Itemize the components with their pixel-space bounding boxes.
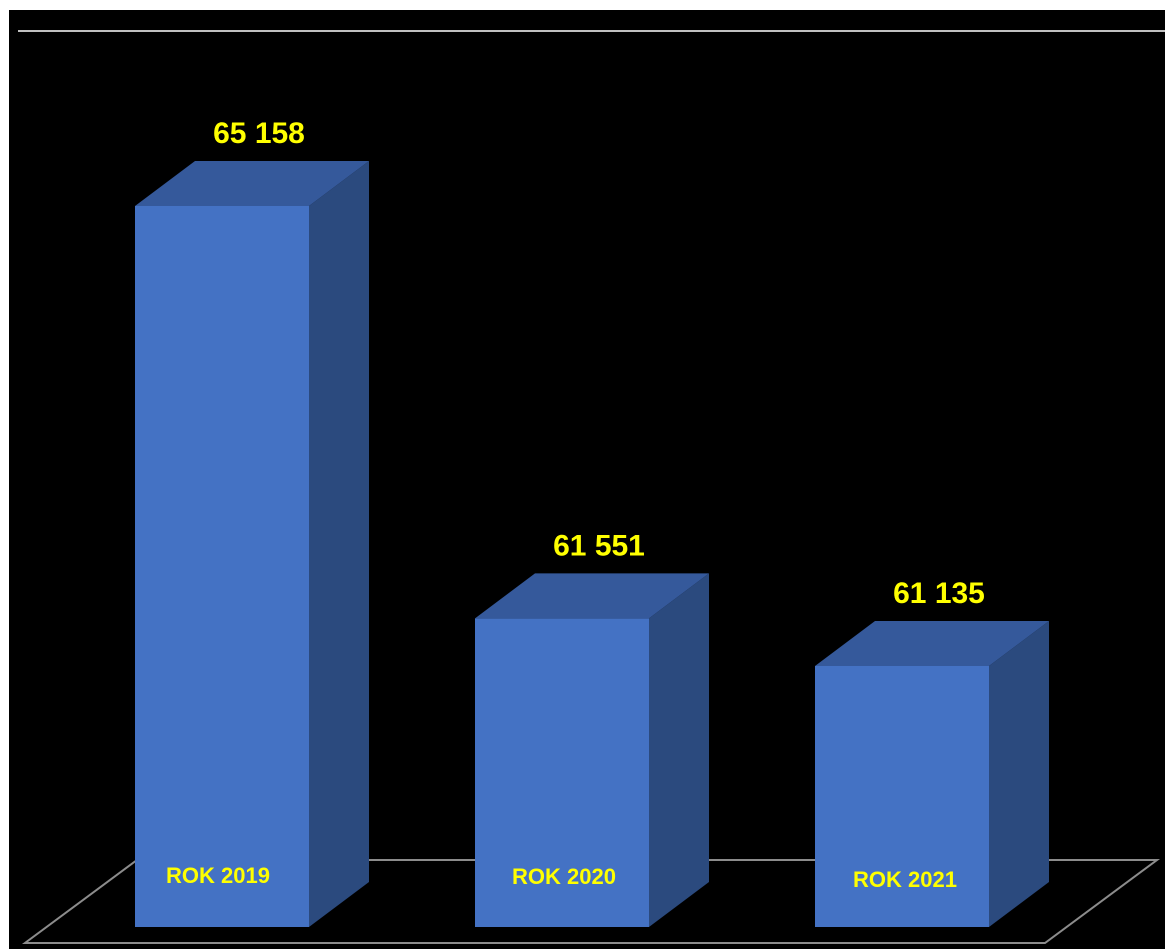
bar-front-face [815, 666, 989, 927]
data-label: 61 135 [893, 577, 985, 610]
data-label: 65 158 [213, 117, 305, 150]
bar-2: 61 551 ROK 2020 [475, 529, 709, 927]
bar-side-face [309, 161, 369, 927]
category-label: ROK 2020 [512, 864, 616, 889]
chart-floor [21, 859, 1161, 944]
bar-front-face [475, 618, 649, 927]
bar-side-face [649, 573, 709, 927]
bar-1: 65 158 ROK 2019 [135, 117, 369, 927]
bar-top-face [135, 161, 369, 206]
data-label: 61 551 [553, 529, 645, 562]
category-label: ROK 2021 [853, 867, 957, 892]
bar-3: 61 135 ROK 2021 [815, 577, 1049, 927]
bar-side-face [989, 621, 1049, 927]
bars-group: 65 158 ROK 2019 61 551 ROK 2020 61 135 ROK 20… [135, 117, 1049, 927]
bar-top-face [475, 573, 709, 619]
bar-top-face [815, 621, 1049, 666]
category-label: ROK 2019 [166, 863, 270, 888]
bar-front-face [135, 206, 309, 927]
